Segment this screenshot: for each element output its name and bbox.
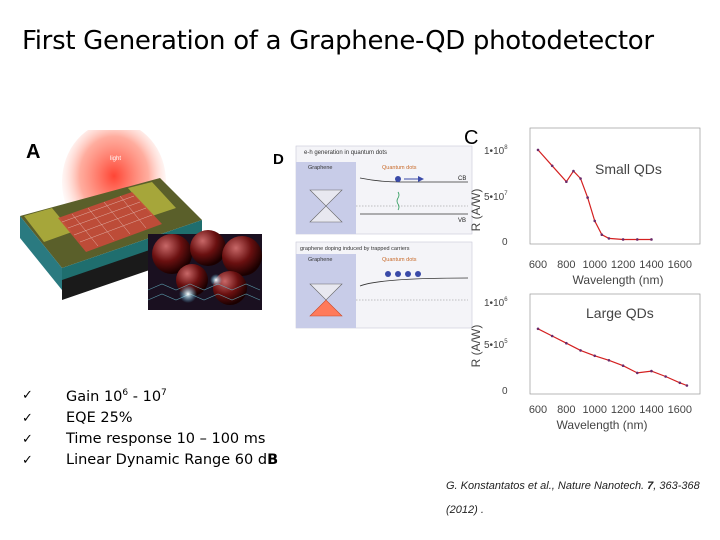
top-data-point [565,180,568,183]
check-icon: ✓ [22,411,33,426]
bottom-graphene-label: Graphene [308,257,332,263]
check-icon: ✓ [22,432,33,447]
top-x-tick-1400: 1400 [639,259,663,271]
bottom-y-axis-label: R (A/W) [469,325,483,368]
responsivity-chart: C Small QDs 1•108 5•107 0 R (A/W) 600 800… [464,127,701,432]
top-x-tick-1000: 1000 [582,259,606,271]
bottom-x-tick-1000: 1000 [582,404,606,416]
bullet-text: Gain 106 - 107 [66,388,167,405]
top-data-point [572,169,575,173]
bullet-time-response: ✓ Time response 10 – 100 ms [22,429,278,450]
panel-d-band-diagrams: D e-h generation in quantum dots Graphen… [268,140,476,340]
top-x-tick-1200: 1200 [611,259,635,271]
substrate-side-2 [20,216,62,290]
top-data-point [600,233,604,236]
top-caption: e-h generation in quantum dots [304,150,387,156]
bottom-y-tick-mid: 5•105 [484,339,508,351]
check-icon: ✓ [22,388,33,403]
bullet-eqe: ✓ EQE 25% [22,408,278,429]
bullet-gain: ✓ Gain 106 - 107 [22,383,278,408]
bottom-plot-title: Large QDs [586,305,654,321]
citation: G. Konstantatos et al., Nature Nanotech.… [446,480,700,516]
bottom-qd-label: Quantum dots [382,257,417,263]
bottom-data-point [621,364,625,367]
electrode-left [24,208,72,242]
top-data-point [593,219,597,223]
bullet-text: Linear Dynamic Range 60 dB [66,452,279,468]
electrode-right [128,182,176,216]
bottom-x-tick-600: 600 [529,404,547,416]
top-x-axis-label: Wavelength (nm) [573,273,664,287]
panel-c-letter: C [464,127,478,149]
top-y-tick-mid: 5•107 [484,191,508,203]
bottom-x-tick-800: 800 [557,404,575,416]
bottom-y-tick-bot: 0 [502,386,508,397]
bottom-caption: graphene doping induced by trapped carri… [300,246,410,252]
panel-c-responsivity-plots: C Small QDs 1•108 5•107 0 R (A/W) 600 800… [462,124,702,440]
top-graphene-label: Graphene [308,165,332,171]
top-plot-frame [529,127,701,245]
bottom-data-point [678,381,682,385]
bullet-text: EQE 25% [66,410,133,426]
top-series-line [537,149,652,241]
top-qd-label: Quantum dots [382,165,417,171]
bottom-x-axis-label: Wavelength (nm) [557,418,648,432]
vb-label: VB [458,218,466,224]
top-data-point [586,196,589,199]
panel-a-letter: A [26,141,40,163]
bottom-data-point [579,349,582,352]
bottom-data-point [565,341,568,345]
bottom-x-tick-1200: 1200 [611,404,635,416]
top-x-tick-1600: 1600 [668,259,692,271]
top-x-tick-600: 600 [529,259,547,271]
bottom-x-tick-1600: 1600 [668,404,692,416]
bottom-x-tick-1400: 1400 [639,404,663,416]
slide-title: First Generation of a Graphene-QD photod… [22,26,654,56]
qd-layer [58,192,162,252]
top-y-tick-top: 1•108 [484,145,508,157]
top-data-point [635,238,639,241]
top-data-point [536,148,540,152]
panel-a-device-illustration: A light [2,122,264,312]
panel-d-letter: D [273,151,284,168]
bottom-y-tick-top: 1•106 [484,297,508,309]
bottom-series-line [537,328,688,387]
bottom-data-point [607,359,611,362]
top-plot-title: Small QDs [595,161,662,177]
top-data-point [607,237,611,240]
top-x-tick-800: 800 [557,259,575,271]
top-y-axis-label: R (A/W) [469,189,483,232]
bottom-data-point [550,334,554,338]
bottom-data-point [536,327,540,331]
light-label: light [110,156,121,162]
bottom-data-point [685,384,689,387]
bullet-text: Time response 10 – 100 ms [66,431,266,447]
bottom-data-point [664,375,667,378]
check-icon: ✓ [22,453,33,468]
top-y-tick-bot: 0 [502,237,508,248]
bottom-plot-frame [529,293,701,395]
bottom-data-point [650,369,653,373]
top-data-point [650,238,653,241]
bottom-data-point [635,371,639,375]
bullet-dynamic-range: ✓ Linear Dynamic Range 60 dB [22,450,278,471]
top-data-point [579,177,582,180]
spec-bullet-list: ✓ Gain 106 - 107 ✓ EQE 25% ✓ Time respon… [22,383,278,471]
top-data-point [621,238,625,241]
cb-label: CB [458,176,466,182]
bottom-data-point [593,354,597,358]
top-data-point [550,164,554,168]
